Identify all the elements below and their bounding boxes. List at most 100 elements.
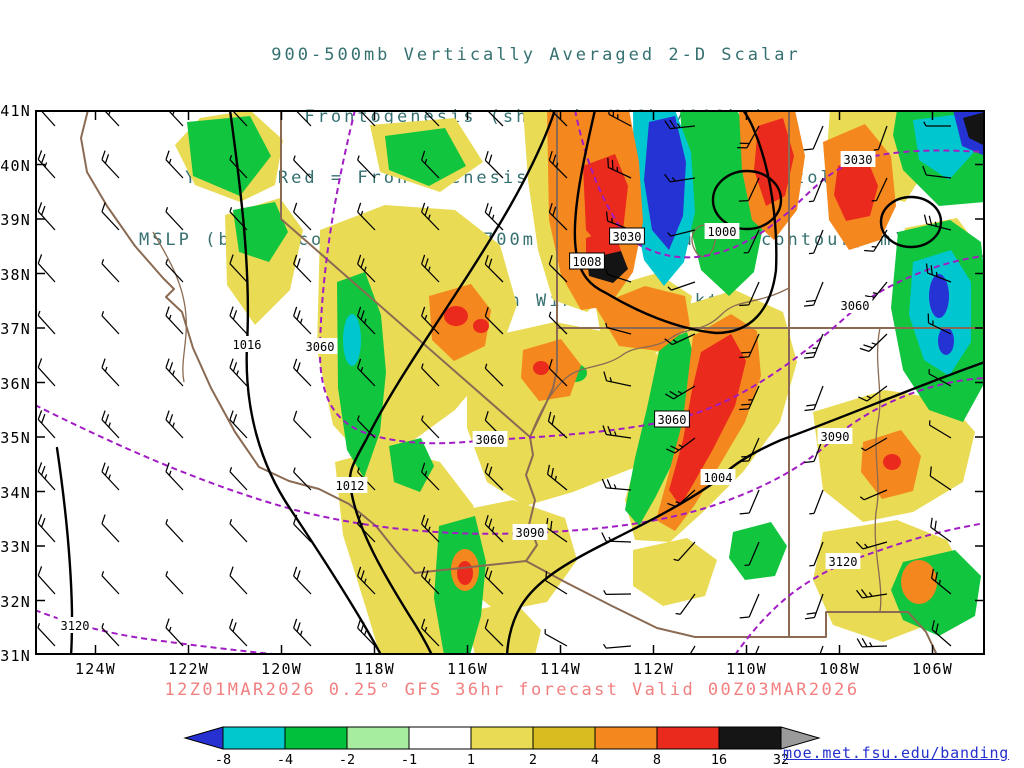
lat-label: 38N — [0, 265, 31, 284]
contour-label: 3120 — [829, 555, 858, 569]
height-contour — [574, 110, 985, 259]
contour-label-box — [825, 553, 861, 569]
wind-barb — [808, 229, 824, 255]
wind-barb — [357, 415, 376, 439]
height-contour — [35, 377, 985, 535]
mslp-contour — [879, 195, 943, 249]
wind-barb — [293, 410, 312, 439]
contour-label: 3030 — [613, 230, 642, 244]
colorbar-segment — [532, 726, 596, 750]
mslp-contour — [711, 169, 783, 231]
wind-barb — [421, 462, 440, 491]
wind-barb — [547, 411, 568, 439]
mslp-contour — [348, 110, 557, 655]
colorbar-tick-label: 2 — [529, 752, 537, 768]
wind-barb — [546, 464, 568, 491]
website-link[interactable]: moe.met.fsu.edu/banding — [783, 744, 1010, 762]
wind-barb — [293, 110, 312, 127]
wind-barb — [548, 254, 568, 283]
wind-barb — [739, 385, 760, 411]
colorbar-tick-label: 16 — [711, 752, 727, 768]
wind-barb — [421, 306, 440, 335]
wind-barb — [293, 358, 312, 387]
wind-barb — [484, 363, 504, 387]
contour-label-box — [302, 338, 338, 354]
wind-barb — [357, 254, 376, 283]
wind-barb — [667, 489, 696, 508]
wind-barb — [37, 110, 56, 127]
wind-barb — [357, 566, 376, 595]
forecast-caption: 12Z01MAR2026 0.25° GFS 36hr forecast Val… — [164, 680, 860, 700]
contour-label: 3030 — [844, 153, 873, 167]
lat-label: 33N — [0, 538, 31, 556]
shading-region — [465, 602, 541, 655]
wind-barb — [603, 371, 632, 387]
wind-barb — [484, 514, 504, 543]
wind-barb — [664, 119, 696, 130]
wind-barb — [421, 566, 440, 595]
wind-barb — [925, 263, 952, 283]
wind-barb — [165, 571, 184, 595]
wind-barb — [165, 306, 184, 335]
title-line-1: 900-500mb Vertically Averaged 2-D Scalar — [271, 45, 801, 65]
wind-barb — [421, 415, 440, 439]
wind-barb — [101, 623, 120, 647]
wind-barb — [165, 110, 184, 127]
wind-barb — [293, 155, 312, 179]
contour-label-box — [512, 524, 548, 540]
wind-barb — [605, 269, 632, 283]
shading-region — [444, 306, 468, 326]
contour-label-box — [229, 336, 265, 352]
shading-region — [625, 332, 698, 526]
river — [874, 327, 882, 613]
lat-label: 41N — [0, 102, 31, 120]
wind-barb — [930, 568, 952, 595]
wind-barb — [738, 177, 760, 202]
lat-label: 31N — [0, 647, 31, 665]
wind-barb — [37, 358, 56, 387]
wind-barb — [165, 519, 184, 543]
wind-barb — [37, 310, 56, 335]
wind-barb — [101, 514, 120, 543]
shading-region — [187, 116, 271, 196]
wind-barb — [859, 333, 888, 352]
wind-barb — [548, 150, 568, 179]
wind-barb — [929, 466, 952, 491]
wind-barb — [37, 462, 56, 491]
mslp-contour — [573, 110, 778, 335]
contour-label: 3060 — [306, 340, 335, 354]
wind-barb — [930, 517, 952, 543]
wind-barb — [229, 618, 248, 647]
lat-label: 35N — [0, 429, 31, 447]
wind-barb — [856, 589, 888, 599]
wind-barb — [421, 514, 440, 543]
wind-barb — [808, 177, 824, 203]
lat-label: 34N — [0, 483, 31, 502]
wind-barb — [809, 489, 824, 515]
wind-barb — [37, 514, 56, 543]
wind-barb — [165, 207, 184, 231]
wind-barb — [544, 629, 568, 647]
colorbar-tick-label: -8 — [215, 752, 231, 768]
shading-region — [457, 561, 473, 585]
lat-label: 32N — [0, 592, 31, 611]
wind-barb — [293, 202, 312, 231]
wind-barb — [165, 259, 184, 283]
wind-barb — [743, 229, 760, 254]
map-frame — [35, 110, 985, 655]
wind-barb — [293, 514, 312, 543]
wind-barb — [229, 155, 248, 179]
wind-barb — [357, 514, 376, 543]
colorbar-segment — [656, 726, 720, 750]
state-border — [529, 110, 558, 438]
wind-barb — [421, 254, 440, 283]
wind-barb — [923, 121, 951, 127]
shading-region — [343, 314, 361, 366]
contour-labels-layer: 1016 1012 1008 1000 1004 3030 3030 3060 3060 3060… — [57, 151, 876, 633]
wind-barb — [601, 532, 632, 543]
wind-barb — [484, 202, 504, 231]
wind-barb — [664, 333, 696, 346]
colorbar-segment — [284, 726, 348, 750]
lon-label: 112W — [633, 660, 674, 678]
wind-barb — [739, 489, 760, 515]
